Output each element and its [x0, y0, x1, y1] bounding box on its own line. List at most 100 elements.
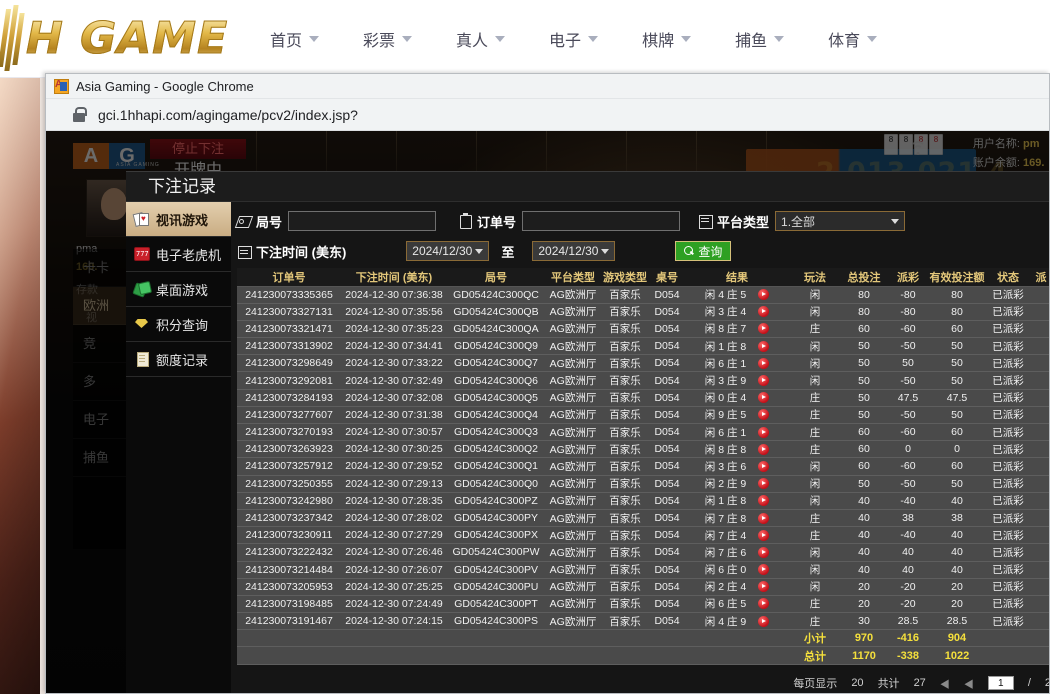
valid-bet-cell: 40 — [929, 561, 985, 579]
date-to-picker[interactable]: 2024/12/30 — [532, 241, 616, 261]
nav-item-label: 彩票 — [363, 32, 396, 50]
play-video-icon[interactable] — [758, 478, 770, 490]
play-video-icon[interactable] — [758, 581, 770, 593]
play-video-icon[interactable] — [758, 306, 770, 318]
table-row[interactable]: 241230073284193 2024-12-30 07:32:08 GD0542… — [237, 389, 1049, 407]
th-round-no[interactable]: 局号 — [447, 268, 545, 287]
order-cell: 241230073313902 — [237, 337, 341, 356]
site-logo[interactable]: H GAME — [0, 4, 230, 71]
table-row[interactable]: 241230073335365 2024-12-30 07:36:38 GD0542… — [237, 286, 1049, 304]
table-row[interactable]: 241230073198485 2024-12-30 07:24:49 GD0542… — [237, 595, 1049, 614]
table-row[interactable]: 241230073230911 2024-12-30 07:27:29 GD0542… — [237, 526, 1049, 545]
sidebar-item-credit-record[interactable]: 额度记录 — [126, 342, 231, 377]
th-payout[interactable]: 派彩 — [887, 268, 929, 287]
result-text: 闲 7 庄 6 — [704, 546, 747, 559]
th-bet-time[interactable]: 下注时间 (美东) — [341, 268, 447, 287]
bet-time-cell: 2024-12-30 07:31:38 — [341, 406, 447, 425]
th-valid-bet[interactable]: 有效投注额 — [929, 268, 985, 287]
th-result[interactable]: 结果 — [685, 268, 789, 287]
sidebar-item-table-games[interactable]: 桌面游戏 — [126, 272, 231, 307]
search-button[interactable]: 查询 — [675, 241, 732, 261]
play-video-icon[interactable] — [758, 512, 770, 524]
table-row[interactable]: 241230073191467 2024-12-30 07:24:15 GD0542… — [237, 612, 1049, 631]
platform-type-select[interactable]: 1.全部 — [775, 211, 906, 231]
calendar-icon — [237, 244, 252, 259]
play-video-icon[interactable] — [758, 409, 770, 421]
round-filter-label: 局号 — [237, 212, 282, 231]
table-row[interactable]: 241230073292081 2024-12-30 07:32:49 GD0542… — [237, 371, 1049, 390]
result-text: 闲 6 庄 1 — [704, 357, 747, 370]
th-desk-no[interactable]: 桌号 — [649, 268, 685, 287]
desk-cell: D054 — [649, 509, 685, 528]
round-number-input[interactable] — [288, 211, 437, 231]
table-row[interactable]: 241230073263923 2024-12-30 07:30:25 GD0542… — [237, 440, 1049, 459]
play-video-icon[interactable] — [758, 289, 770, 301]
th-game-type[interactable]: 游戏类型 — [601, 268, 649, 287]
more-cell — [1031, 389, 1049, 407]
page-number-input[interactable] — [987, 676, 1014, 690]
table-row[interactable]: 241230073321471 2024-12-30 07:35:23 GD0542… — [237, 320, 1049, 339]
table-row[interactable]: 241230073257912 2024-12-30 07:29:52 GD0542… — [237, 457, 1049, 476]
play-video-icon[interactable] — [758, 615, 770, 627]
nav-item-chess[interactable]: 棋牌 — [642, 27, 692, 51]
nav-item-fishing[interactable]: 捕鱼 — [735, 27, 785, 51]
play-video-icon[interactable] — [758, 426, 770, 438]
play-video-icon[interactable] — [758, 443, 770, 455]
table-row[interactable]: 241230073298649 2024-12-30 07:33:22 GD0542… — [237, 354, 1049, 373]
play-video-icon[interactable] — [758, 529, 770, 541]
chrome-titlebar[interactable]: Asia Gaming - Google Chrome — [46, 74, 1049, 99]
table-row[interactable]: 241230073205953 2024-12-30 07:25:25 GD0542… — [237, 578, 1049, 596]
total-bet-cell: 50 — [841, 406, 887, 425]
th-platform[interactable]: 平台类型 — [545, 268, 601, 287]
table-row[interactable]: 241230073270193 2024-12-30 07:30:57 GD0542… — [237, 423, 1049, 442]
table-row[interactable]: 241230073327131 2024-12-30 07:35:56 GD0542… — [237, 303, 1049, 321]
payout-cell: 40 — [887, 561, 929, 579]
table-row[interactable]: 241230073313902 2024-12-30 07:34:41 GD0542… — [237, 337, 1049, 356]
th-play-type[interactable]: 玩法 — [789, 268, 841, 287]
round-label-text: 局号 — [256, 214, 283, 230]
play-video-icon[interactable] — [758, 375, 770, 387]
table-row[interactable]: 241230073222432 2024-12-30 07:26:46 GD0542… — [237, 543, 1049, 562]
desk-cell: D054 — [649, 578, 685, 596]
nav-item-slots[interactable]: 电子 — [549, 27, 599, 51]
play-video-icon[interactable] — [758, 323, 770, 335]
platform-cell: AG欧洲厅 — [545, 509, 601, 528]
date-from-picker[interactable]: 2024/12/30 — [406, 241, 490, 261]
play-video-icon[interactable] — [758, 495, 770, 507]
play-video-icon[interactable] — [758, 564, 770, 576]
table-row[interactable]: 241230073242980 2024-12-30 07:28:35 GD0542… — [237, 492, 1049, 510]
first-page-icon[interactable]: ◀ — [939, 679, 950, 691]
prev-page-icon[interactable]: ◀ — [963, 679, 974, 691]
table-row[interactable]: 241230073250355 2024-12-30 07:29:13 GD0542… — [237, 475, 1049, 493]
th-total-bet[interactable]: 总投注 — [841, 268, 887, 287]
panel-title: 下注记录 — [126, 172, 1049, 202]
play-video-icon[interactable] — [758, 357, 770, 369]
total-bet-cell: 40 — [841, 526, 887, 545]
play-video-icon[interactable] — [758, 340, 770, 352]
chrome-address-bar[interactable]: gci.1hhapi.com/agingame/pcv2/index.jsp? — [46, 99, 1049, 131]
nav-item-live[interactable]: 真人 — [456, 27, 506, 51]
nav-item-home[interactable]: 首页 — [270, 27, 320, 51]
nav-item-sports[interactable]: 体育 — [828, 27, 878, 51]
play-video-icon[interactable] — [758, 598, 770, 610]
valid-bet-cell: 40 — [929, 526, 985, 545]
play-video-icon[interactable] — [758, 460, 770, 472]
sidebar-item-points-query[interactable]: 积分查询 — [126, 307, 231, 342]
sidebar-item-slot-machine[interactable]: 电子老虎机 — [126, 237, 231, 272]
order-number-input[interactable] — [522, 211, 681, 231]
sidebar-item-video-games[interactable]: ♥ 视讯游戏 — [126, 202, 241, 237]
table-row[interactable]: 241230073214484 2024-12-30 07:26:07 GD0542… — [237, 561, 1049, 579]
play-video-icon[interactable] — [758, 392, 770, 404]
table-row[interactable]: 241230073237342 2024-12-30 07:28:02 GD0542… — [237, 509, 1049, 528]
platform-cell: AG欧洲厅 — [545, 389, 601, 407]
total-count-value: 27 — [913, 677, 926, 689]
table-row[interactable]: 241230073277607 2024-12-30 07:31:38 GD0542… — [237, 406, 1049, 425]
nav-item-lottery[interactable]: 彩票 — [363, 27, 413, 51]
th-more[interactable]: 派 — [1031, 268, 1049, 287]
valid-bet-cell: 80 — [929, 303, 985, 321]
per-page-value[interactable]: 20 — [851, 677, 864, 689]
th-order-no[interactable]: 订单号 — [237, 268, 341, 287]
th-status[interactable]: 状态 — [985, 268, 1031, 287]
play-video-icon[interactable] — [758, 546, 770, 558]
platform-cell: AG欧洲厅 — [545, 457, 601, 476]
